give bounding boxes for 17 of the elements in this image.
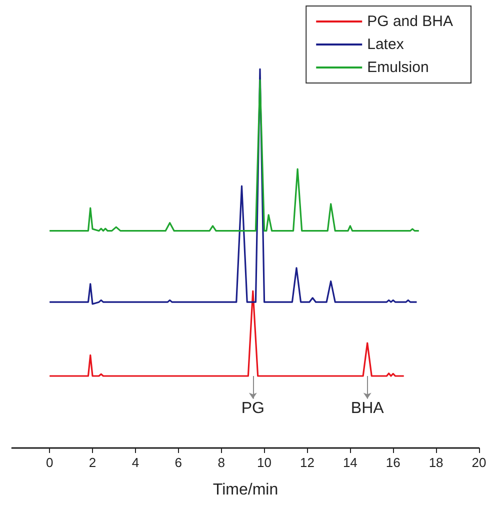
annotation: BHA [350, 400, 384, 418]
x-tick-label: 2 [88, 455, 96, 470]
annotation: PG [241, 400, 264, 418]
x-tick-label: 6 [174, 455, 182, 470]
x-tick-label: 16 [386, 455, 400, 470]
x-axis-title: Time/min [212, 482, 278, 498]
x-tick-label: 4 [132, 455, 140, 470]
x-tick-label: 14 [342, 455, 358, 470]
legend-label: Emulsion [367, 59, 429, 76]
x-tick-label: 18 [428, 455, 444, 470]
x-tick-label: 20 [472, 455, 486, 470]
legend-label: PG and BHA [367, 13, 454, 30]
x-tick-label: 0 [46, 455, 54, 470]
x-tick-label: 12 [300, 455, 314, 470]
x-tick-label: 10 [257, 455, 272, 470]
x-tick-label: 8 [218, 455, 225, 470]
legend-label: Latex [367, 36, 404, 53]
